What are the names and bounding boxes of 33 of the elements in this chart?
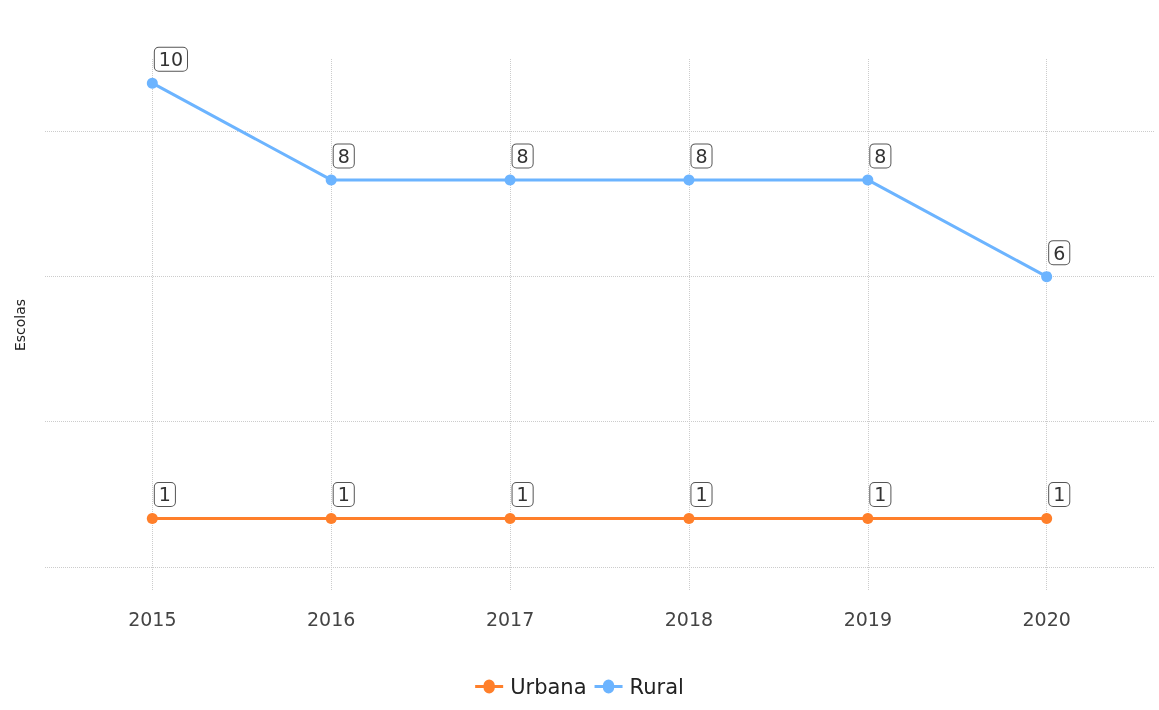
data-label: 8	[516, 144, 529, 167]
point	[862, 512, 874, 524]
x-tick-label: 2015	[128, 607, 177, 630]
data-label: 1	[695, 483, 708, 506]
data-label: 1	[337, 483, 350, 506]
x-tick-label: 2019	[843, 607, 892, 630]
x-tick-label: 2016	[307, 607, 356, 630]
data-label: 6	[1053, 241, 1066, 264]
x-tick-label: 2018	[664, 607, 714, 630]
point	[146, 512, 158, 524]
point	[1041, 271, 1053, 283]
point	[146, 77, 158, 89]
data-label: 1	[516, 483, 529, 506]
point	[683, 174, 695, 186]
data-label: 10	[158, 48, 184, 71]
point	[325, 174, 337, 186]
point	[325, 512, 337, 524]
legend-label: Rural	[629, 674, 684, 699]
x-tick-label: 2020	[1022, 607, 1071, 630]
data-label: 8	[695, 144, 708, 167]
point	[504, 174, 516, 186]
data-label: 1	[1053, 483, 1066, 506]
point	[504, 512, 516, 524]
point	[1041, 512, 1053, 524]
data-label: 8	[874, 144, 887, 167]
y-axis-title: Escolas	[12, 298, 28, 352]
data-label: 8	[337, 144, 350, 167]
legend-label: Urbana	[510, 674, 587, 699]
data-label: 1	[874, 483, 887, 506]
point	[683, 512, 695, 524]
x-tick-label: 2017	[485, 607, 535, 630]
data-label: 1	[158, 483, 171, 506]
point	[862, 174, 874, 186]
